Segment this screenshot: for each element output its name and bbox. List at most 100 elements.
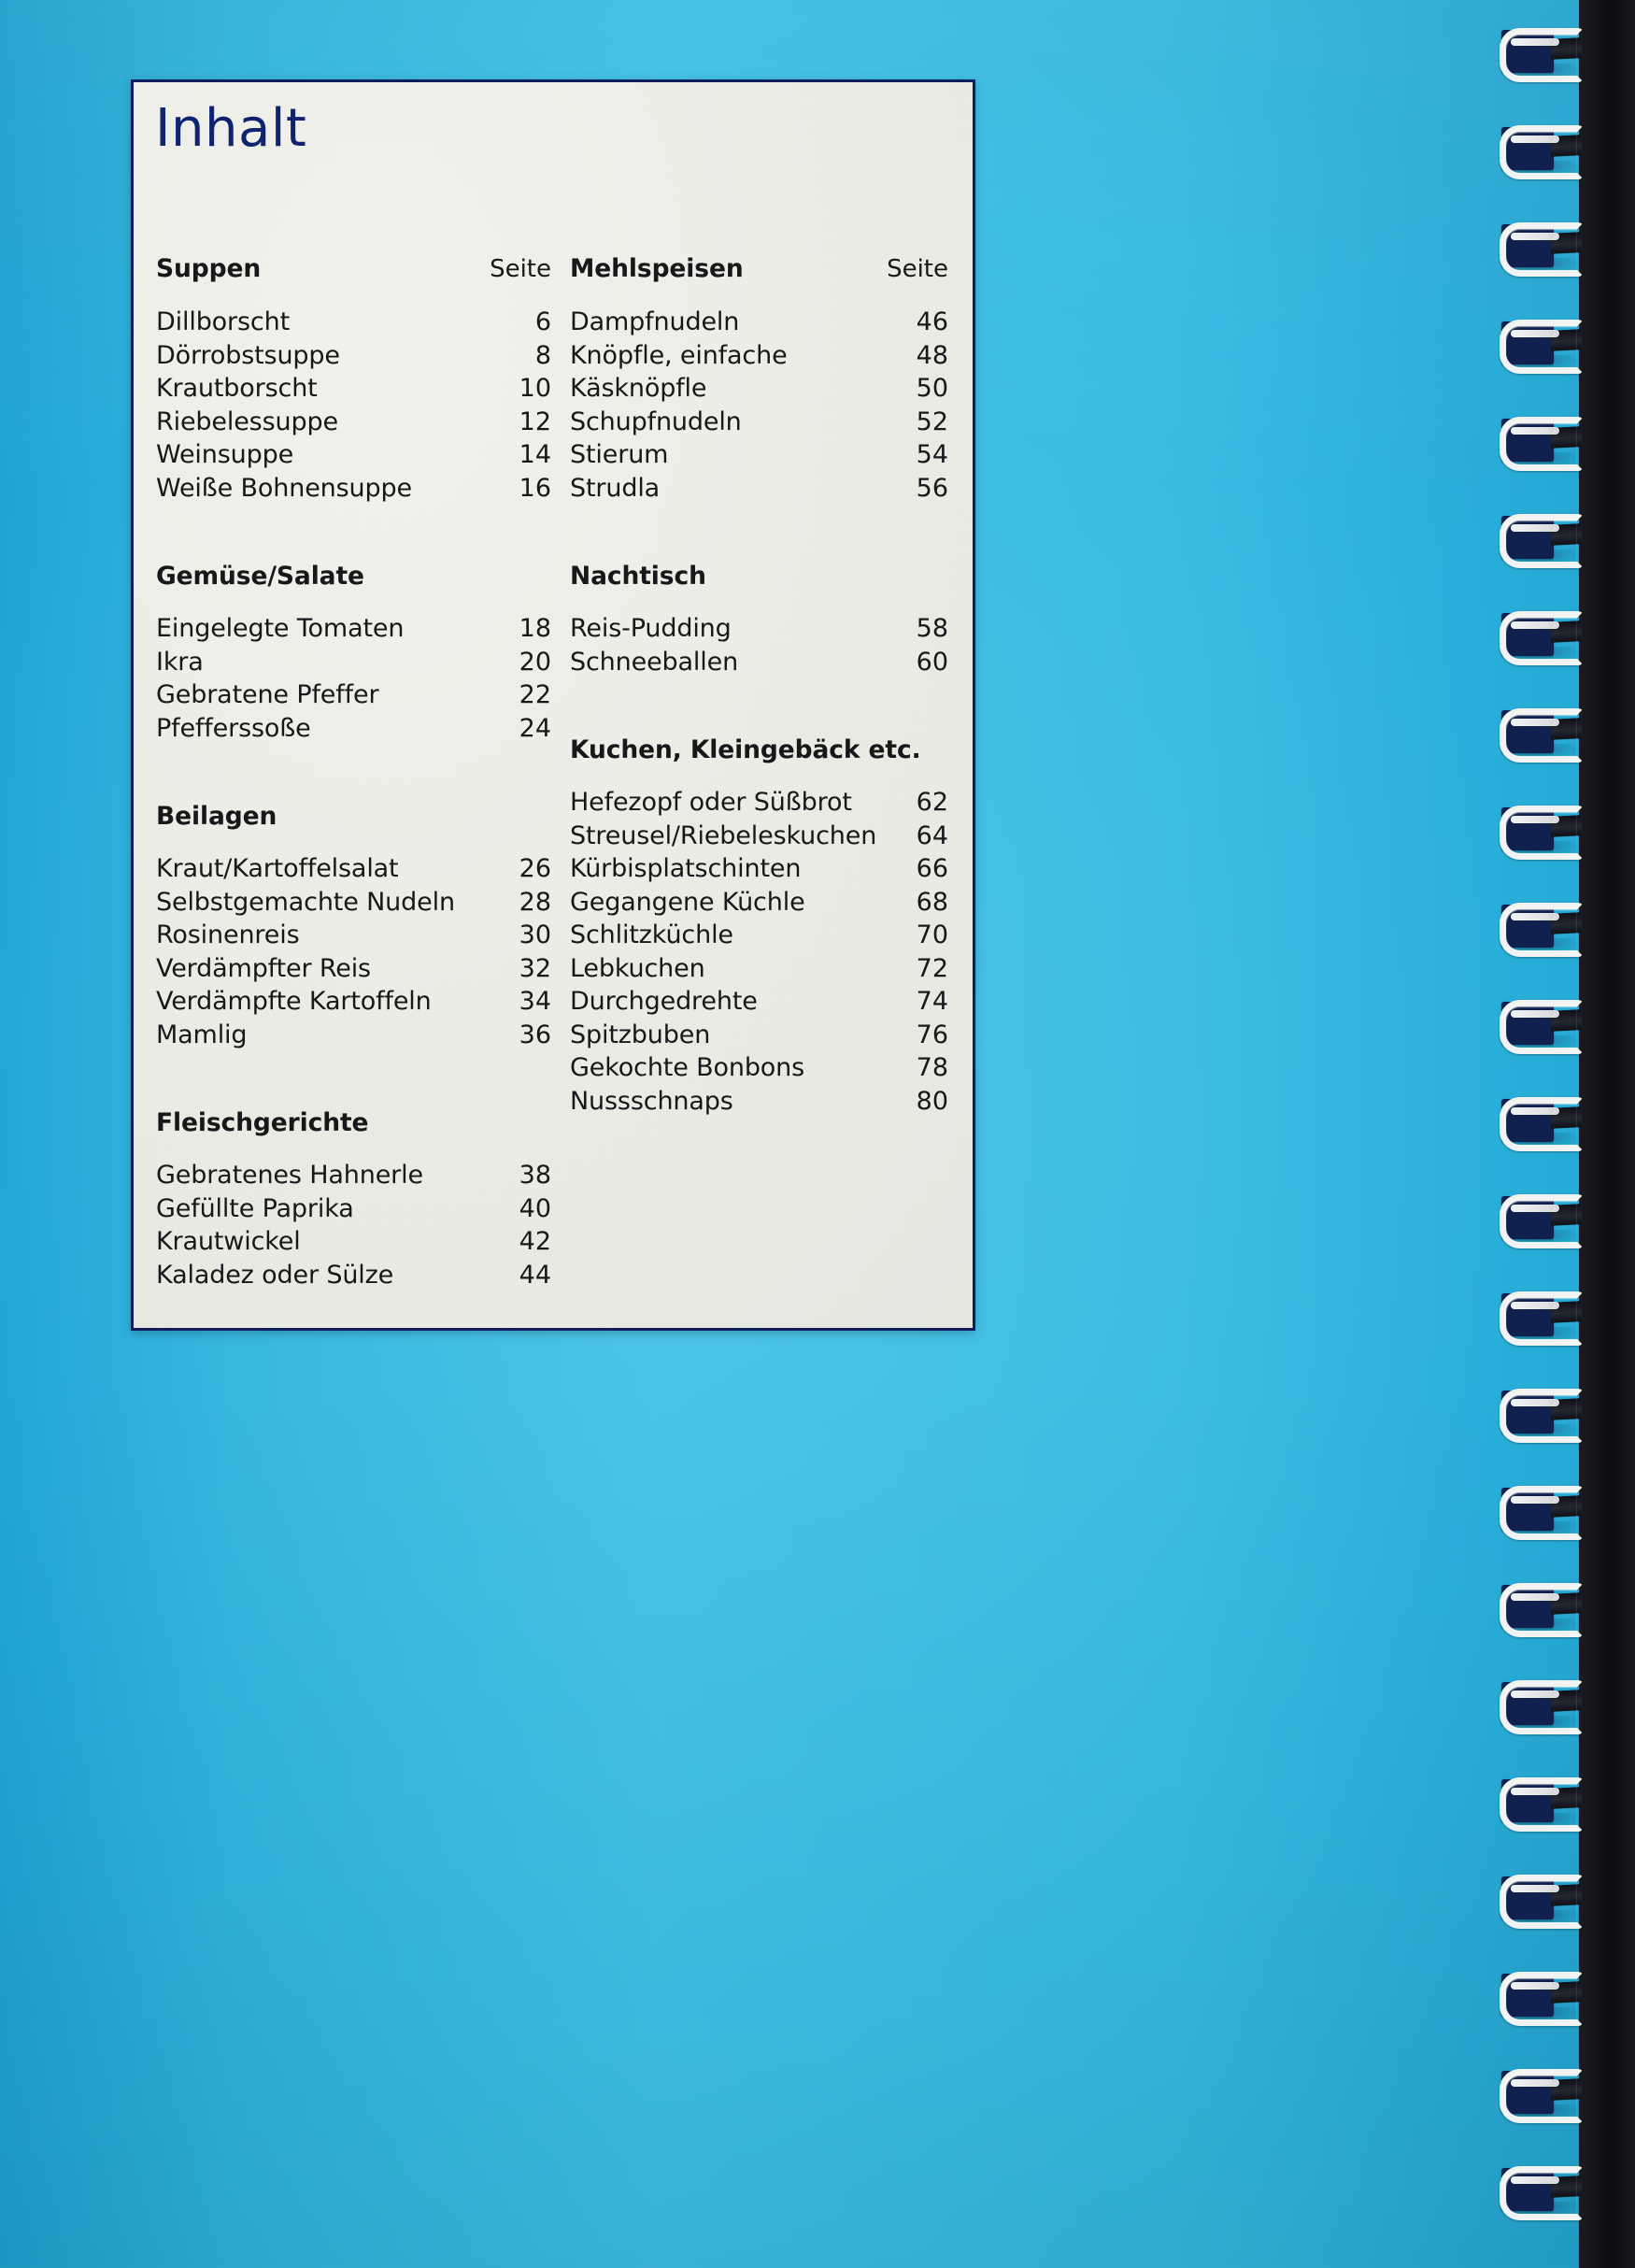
toc-entry-title: Riebelessuppe [156, 407, 338, 436]
toc-section-header: Gemüse/Salate [156, 563, 553, 590]
toc-entry-page-number: 62 [916, 788, 948, 818]
toc-entry[interactable]: Gegangene Küchle 68 [570, 890, 950, 915]
toc-entry-list: Hefezopf oder Süßbrot 62 Streusel/Riebeles… [570, 790, 950, 1114]
coil-wire [1500, 2166, 1584, 2220]
toc-entry[interactable]: Streusel/Riebeleskuchen 64 [570, 823, 950, 849]
toc-entry-title: Weinsuppe [156, 440, 294, 469]
toc-entry[interactable]: Schupfnudeln 52 [570, 409, 950, 435]
toc-entry[interactable]: Schneeballen 60 [570, 649, 950, 675]
toc-entry-title: Kürbisplatschinten [570, 854, 802, 884]
section-title: Fleischgerichte [156, 1108, 369, 1138]
toc-entry-page-number: 56 [916, 473, 948, 503]
toc-entry[interactable]: Selbstgemachte Nudeln 28 [156, 890, 553, 915]
coil-wire-highlight [1511, 1399, 1559, 1406]
spiral-coil-loop [1498, 415, 1584, 471]
toc-entry-title: Spitzbuben [570, 1020, 711, 1049]
toc-entry[interactable]: Nussschnaps 80 [570, 1089, 950, 1114]
coil-wire-highlight [1511, 2176, 1559, 2184]
spiral-coil-loop [1498, 998, 1584, 1054]
spiral-coil-loop [1498, 26, 1584, 82]
toc-entry-page-number: 30 [519, 920, 551, 950]
toc-entry[interactable]: Gebratenes Hahnerle 38 [156, 1163, 553, 1188]
spiral-coil-loop [1498, 1678, 1584, 1734]
toc-left-column: Suppen Seite Dillborscht 6 Dörrobstsuppe 8 Kra… [156, 255, 553, 1295]
toc-entry[interactable]: Rosinenreis 30 [156, 922, 553, 948]
toc-entry[interactable]: Riebelessuppe 12 [156, 409, 553, 435]
toc-entry[interactable]: Weiße Bohnensuppe 16 [156, 476, 553, 501]
toc-entry[interactable]: Kürbisplatschinten 66 [570, 856, 950, 881]
spiral-coil-loop [1498, 1970, 1584, 2026]
spiral-coil-loop [1498, 2067, 1584, 2123]
toc-entry[interactable]: Krautwickel 42 [156, 1229, 553, 1254]
toc-entry-page-number: 28 [519, 887, 551, 917]
toc-entry-page-number: 18 [519, 614, 551, 644]
toc-entry-list: Reis-Pudding 58 Schneeballen 60 [570, 616, 950, 675]
coil-wire-highlight [1511, 913, 1559, 920]
toc-entry[interactable]: Dillborscht 6 [156, 309, 553, 335]
toc-entry[interactable]: Pfefferssoße 24 [156, 716, 553, 741]
spiral-coil-loop [1498, 1776, 1584, 1832]
toc-entry-page-number: 26 [519, 854, 551, 884]
toc-entry[interactable]: Strudla 56 [570, 476, 950, 501]
toc-entry[interactable]: Spitzbuben 76 [570, 1022, 950, 1048]
toc-entry[interactable]: Ikra 20 [156, 649, 553, 675]
content-panel: Inhalt Suppen Seite Dillborscht 6 Dörrobstsu… [131, 79, 975, 1331]
toc-entry-page-number: 80 [916, 1086, 948, 1116]
coil-wire-highlight [1511, 621, 1559, 629]
toc-entry-title: Rosinenreis [156, 920, 300, 950]
toc-entry-title: Gegangene Küchle [570, 887, 805, 917]
coil-wire-highlight [1511, 136, 1559, 143]
toc-entry[interactable]: Schlitzküchle 70 [570, 922, 950, 948]
toc-entry[interactable]: Kaladez oder Sülze 44 [156, 1262, 553, 1288]
toc-entry-page-number: 24 [519, 713, 551, 743]
toc-entry-list: Dampfnudeln 46 Knöpfle, einfache 48 Käsknöpf… [570, 309, 950, 501]
toc-entry-page-number: 58 [916, 614, 948, 644]
coil-wire [1500, 903, 1584, 957]
toc-entry-title: Käsknöpfle [570, 374, 707, 403]
coil-wire-highlight [1511, 1982, 1559, 1990]
toc-entry-page-number: 14 [519, 440, 551, 469]
toc-entry[interactable]: Knöpfle, einfache 48 [570, 343, 950, 368]
toc-entry[interactable]: Lebkuchen 72 [570, 956, 950, 981]
toc-entry[interactable]: Durchgedrehte 74 [570, 989, 950, 1014]
spiral-coil-loop [1498, 1192, 1584, 1248]
section-title: Beilagen [156, 802, 277, 832]
toc-entry[interactable]: Gekochte Bonbons 78 [570, 1055, 950, 1080]
toc-entry[interactable]: Verdämpfter Reis 32 [156, 956, 553, 981]
toc-entry[interactable]: Gefüllte Paprika 40 [156, 1196, 553, 1221]
spiral-coil-loop [1498, 1873, 1584, 1929]
coil-wire-highlight [1511, 719, 1559, 726]
toc-entry-page-number: 74 [916, 987, 948, 1017]
spiral-coil-loop [1498, 609, 1584, 665]
toc-entry[interactable]: Kraut/Kartoffelsalat 26 [156, 856, 553, 881]
toc-entry[interactable]: Mamlig 36 [156, 1022, 553, 1048]
toc-entry[interactable]: Käsknöpfle 50 [570, 376, 950, 401]
toc-entry[interactable]: Weinsuppe 14 [156, 442, 553, 467]
coil-wire [1500, 1097, 1584, 1151]
toc-entry[interactable]: Gebratene Pfeffer 22 [156, 682, 553, 707]
toc-entry[interactable]: Krautborscht 10 [156, 376, 553, 401]
toc-entry-title: Schupfnudeln [570, 407, 742, 436]
toc-entry[interactable]: Verdämpfte Kartoffeln 34 [156, 989, 553, 1014]
section-spacer [570, 682, 950, 736]
toc-entry-title: Streusel/Riebeleskuchen [570, 820, 877, 850]
toc-entry[interactable]: Dampfnudeln 46 [570, 309, 950, 335]
coil-wire-highlight [1511, 1788, 1559, 1795]
toc-entry-page-number: 32 [519, 953, 551, 983]
toc-entry[interactable]: Stierum 54 [570, 442, 950, 467]
coil-wire-highlight [1511, 330, 1559, 337]
toc-entry-title: Hefezopf oder Süßbrot [570, 788, 852, 818]
toc-entry-page-number: 70 [916, 920, 948, 950]
toc-entry[interactable]: Hefezopf oder Süßbrot 62 [570, 790, 950, 815]
toc-entry[interactable]: Dörrobstsuppe 8 [156, 343, 553, 368]
spiral-coil-loop [1498, 318, 1584, 374]
toc-entry[interactable]: Eingelegte Tomaten 18 [156, 616, 553, 641]
toc-entry-page-number: 78 [916, 1053, 948, 1083]
toc-entry-page-number: 42 [519, 1227, 551, 1257]
toc-entry-page-number: 44 [519, 1260, 551, 1290]
toc-entry[interactable]: Reis-Pudding 58 [570, 616, 950, 641]
toc-entry-title: Dampfnudeln [570, 307, 740, 336]
coil-wire-highlight [1511, 1690, 1559, 1698]
toc-entry-title: Knöpfle, einfache [570, 340, 788, 370]
